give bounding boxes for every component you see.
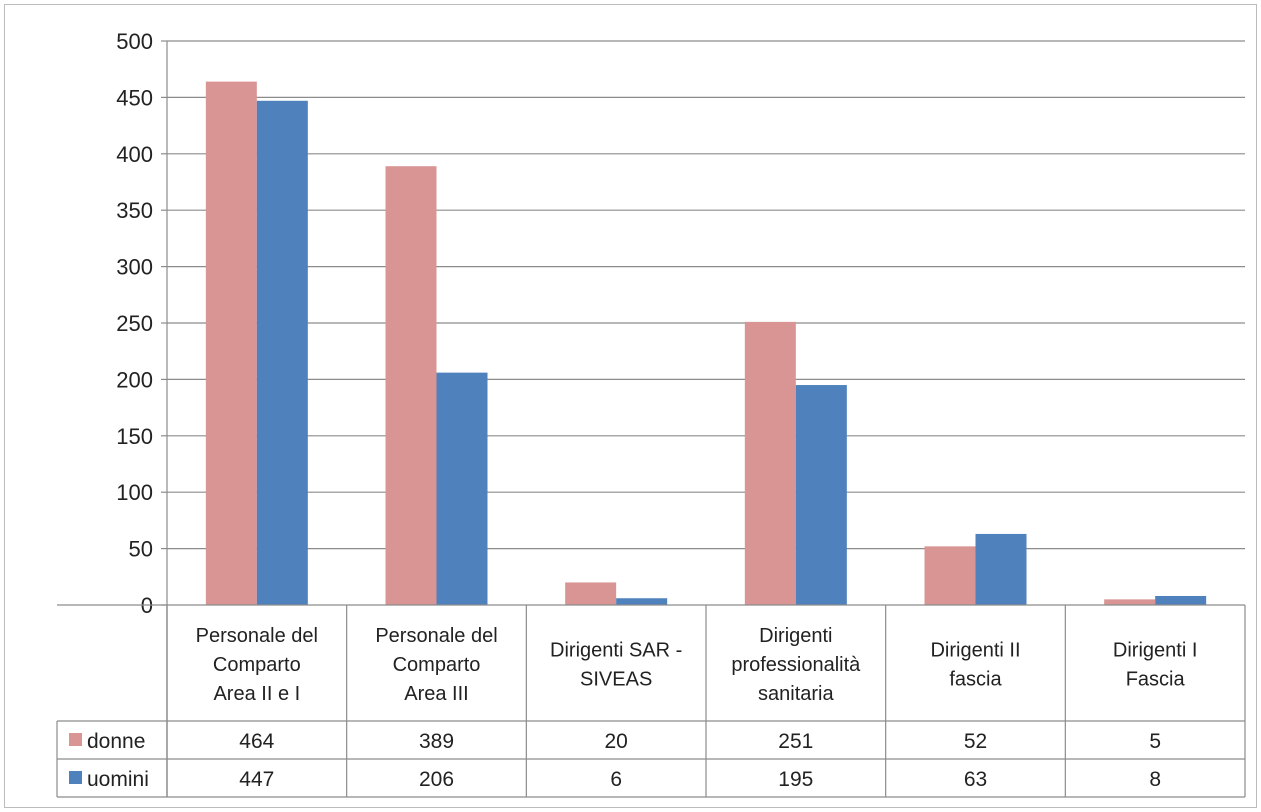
bars <box>205 81 1207 605</box>
category-label: sanitaria <box>758 683 834 705</box>
category-label: Dirigenti <box>759 625 832 647</box>
legend-key-uomini <box>69 771 82 784</box>
bar-uomini-5 <box>1155 595 1207 605</box>
data-label-donne-3: 251 <box>778 730 813 753</box>
data-label-uomini-4: 63 <box>964 768 987 791</box>
category-label: SIVEAS <box>580 669 652 691</box>
data-label-uomini-2: 6 <box>610 768 622 791</box>
data-label-donne-1: 389 <box>419 730 454 753</box>
data-label-uomini-5: 8 <box>1149 768 1161 791</box>
bar-donne-1 <box>385 166 437 605</box>
bar-uomini-2 <box>616 598 668 605</box>
y-tick-label: 350 <box>116 198 153 223</box>
y-tick-label: 150 <box>116 424 153 449</box>
bar-uomini-4 <box>975 533 1027 605</box>
category-label: Personale del <box>375 625 497 647</box>
data-label-donne-2: 20 <box>604 730 627 753</box>
legend-label-donne: donne <box>87 730 145 753</box>
data-label-donne-4: 52 <box>964 730 987 753</box>
y-tick-label: 300 <box>116 255 153 280</box>
legend-label-uomini: uomini <box>87 768 149 791</box>
y-tick-label: 50 <box>129 537 153 562</box>
y-tick-label: 400 <box>116 142 153 167</box>
data-label-uomini-0: 447 <box>239 768 274 791</box>
chart-frame: 0 50 100 150 200 250 300 350 400 450 500 Personale… <box>4 4 1257 808</box>
data-label-uomini-3: 195 <box>778 768 813 791</box>
data-label-donne-0: 464 <box>239 730 274 753</box>
y-tick-label: 250 <box>116 311 153 336</box>
category-label: Dirigenti II <box>930 640 1020 662</box>
gridlines <box>167 40 1245 550</box>
bar-uomini-3 <box>795 385 847 605</box>
y-tick-label: 450 <box>116 85 153 110</box>
category-label: Comparto <box>393 654 481 676</box>
category-label: Dirigenti SAR - <box>550 640 682 662</box>
category-label: Area II e I <box>213 683 300 705</box>
y-tick-label: 100 <box>116 480 153 505</box>
category-label: professionalità <box>731 654 861 676</box>
bar-donne-5 <box>1104 599 1156 605</box>
data-label-uomini-1: 206 <box>419 768 454 791</box>
category-label: Area III <box>404 683 468 705</box>
category-label: fascia <box>949 669 1002 691</box>
data-table: Personale del Comparto Area II e I Personal… <box>56 605 1246 798</box>
legend-key-donne <box>69 733 82 746</box>
y-tick-label: 200 <box>116 367 153 392</box>
bar-donne-2 <box>565 582 617 605</box>
category-label: Personale del <box>196 625 318 647</box>
data-label-donne-5: 5 <box>1149 730 1161 753</box>
bar-uomini-0 <box>256 100 308 605</box>
category-label: Dirigenti I <box>1113 640 1197 662</box>
category-label: Fascia <box>1126 669 1186 691</box>
bar-donne-4 <box>924 546 976 605</box>
bar-donne-3 <box>744 321 796 605</box>
category-label: Comparto <box>213 654 301 676</box>
bar-donne-0 <box>205 81 257 605</box>
bar-uomini-1 <box>436 372 488 605</box>
y-tick-label: 500 <box>116 29 153 54</box>
